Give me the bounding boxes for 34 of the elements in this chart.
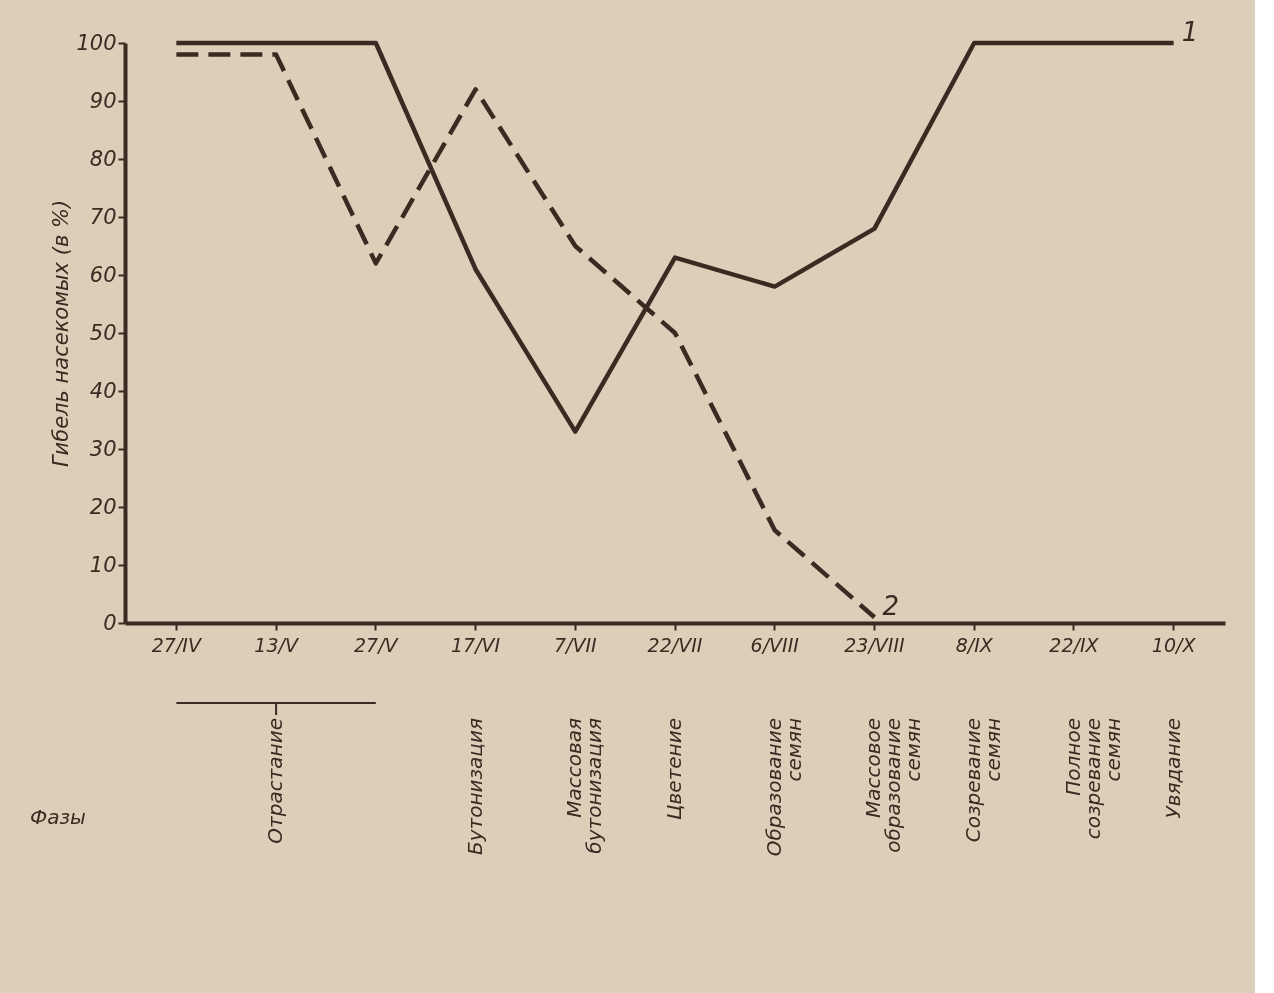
text: Отрастание [263, 718, 288, 844]
x-tick-label: 27/V [354, 633, 400, 656]
x-tick-label: 17/VI [450, 633, 501, 656]
y-tick-label: 100 [76, 30, 117, 55]
y-tick-label: 70 [89, 204, 117, 229]
x-tick-label: 10/X [1151, 633, 1197, 656]
x-tick-label: 8/IX [955, 633, 994, 656]
text: Образование семян [761, 718, 806, 857]
series-label: 1 [1181, 17, 1199, 47]
y-tick-label: 80 [89, 146, 117, 171]
text: Полное созревание семян [1060, 718, 1125, 840]
x-tick-label: 22/VII [647, 633, 703, 656]
x-tick-label: 27/IV [151, 633, 203, 656]
x-tick-label: 7/VII [553, 633, 598, 656]
text: Увядание [1160, 718, 1185, 819]
text: Массовое образование семян [861, 718, 926, 853]
text: Фазы [30, 805, 86, 829]
y-tick-label: 40 [89, 378, 117, 403]
y-tick-label: 30 [89, 436, 117, 461]
y-tick-label: 60 [89, 262, 117, 287]
x-tick-label: 6/VIII [750, 633, 800, 656]
x-tick-label: 23/VIII [844, 633, 906, 656]
series-label: 2 [882, 591, 899, 622]
text: Массовая бутонизация [562, 718, 607, 854]
x-tick-label: 22/IX [1049, 633, 1100, 656]
y-tick-label: 20 [89, 494, 117, 519]
text: Цветение [662, 718, 686, 820]
y-axis-title: Гибель насекомых (в %) [49, 199, 74, 468]
y-tick-label: 10 [89, 552, 117, 577]
y-tick-label: 0 [103, 610, 117, 635]
y-tick-label: 90 [89, 88, 117, 113]
y-tick-label: 50 [89, 320, 117, 345]
x-tick-label: 13/V [254, 633, 300, 656]
text: Бутонизация [462, 718, 487, 856]
